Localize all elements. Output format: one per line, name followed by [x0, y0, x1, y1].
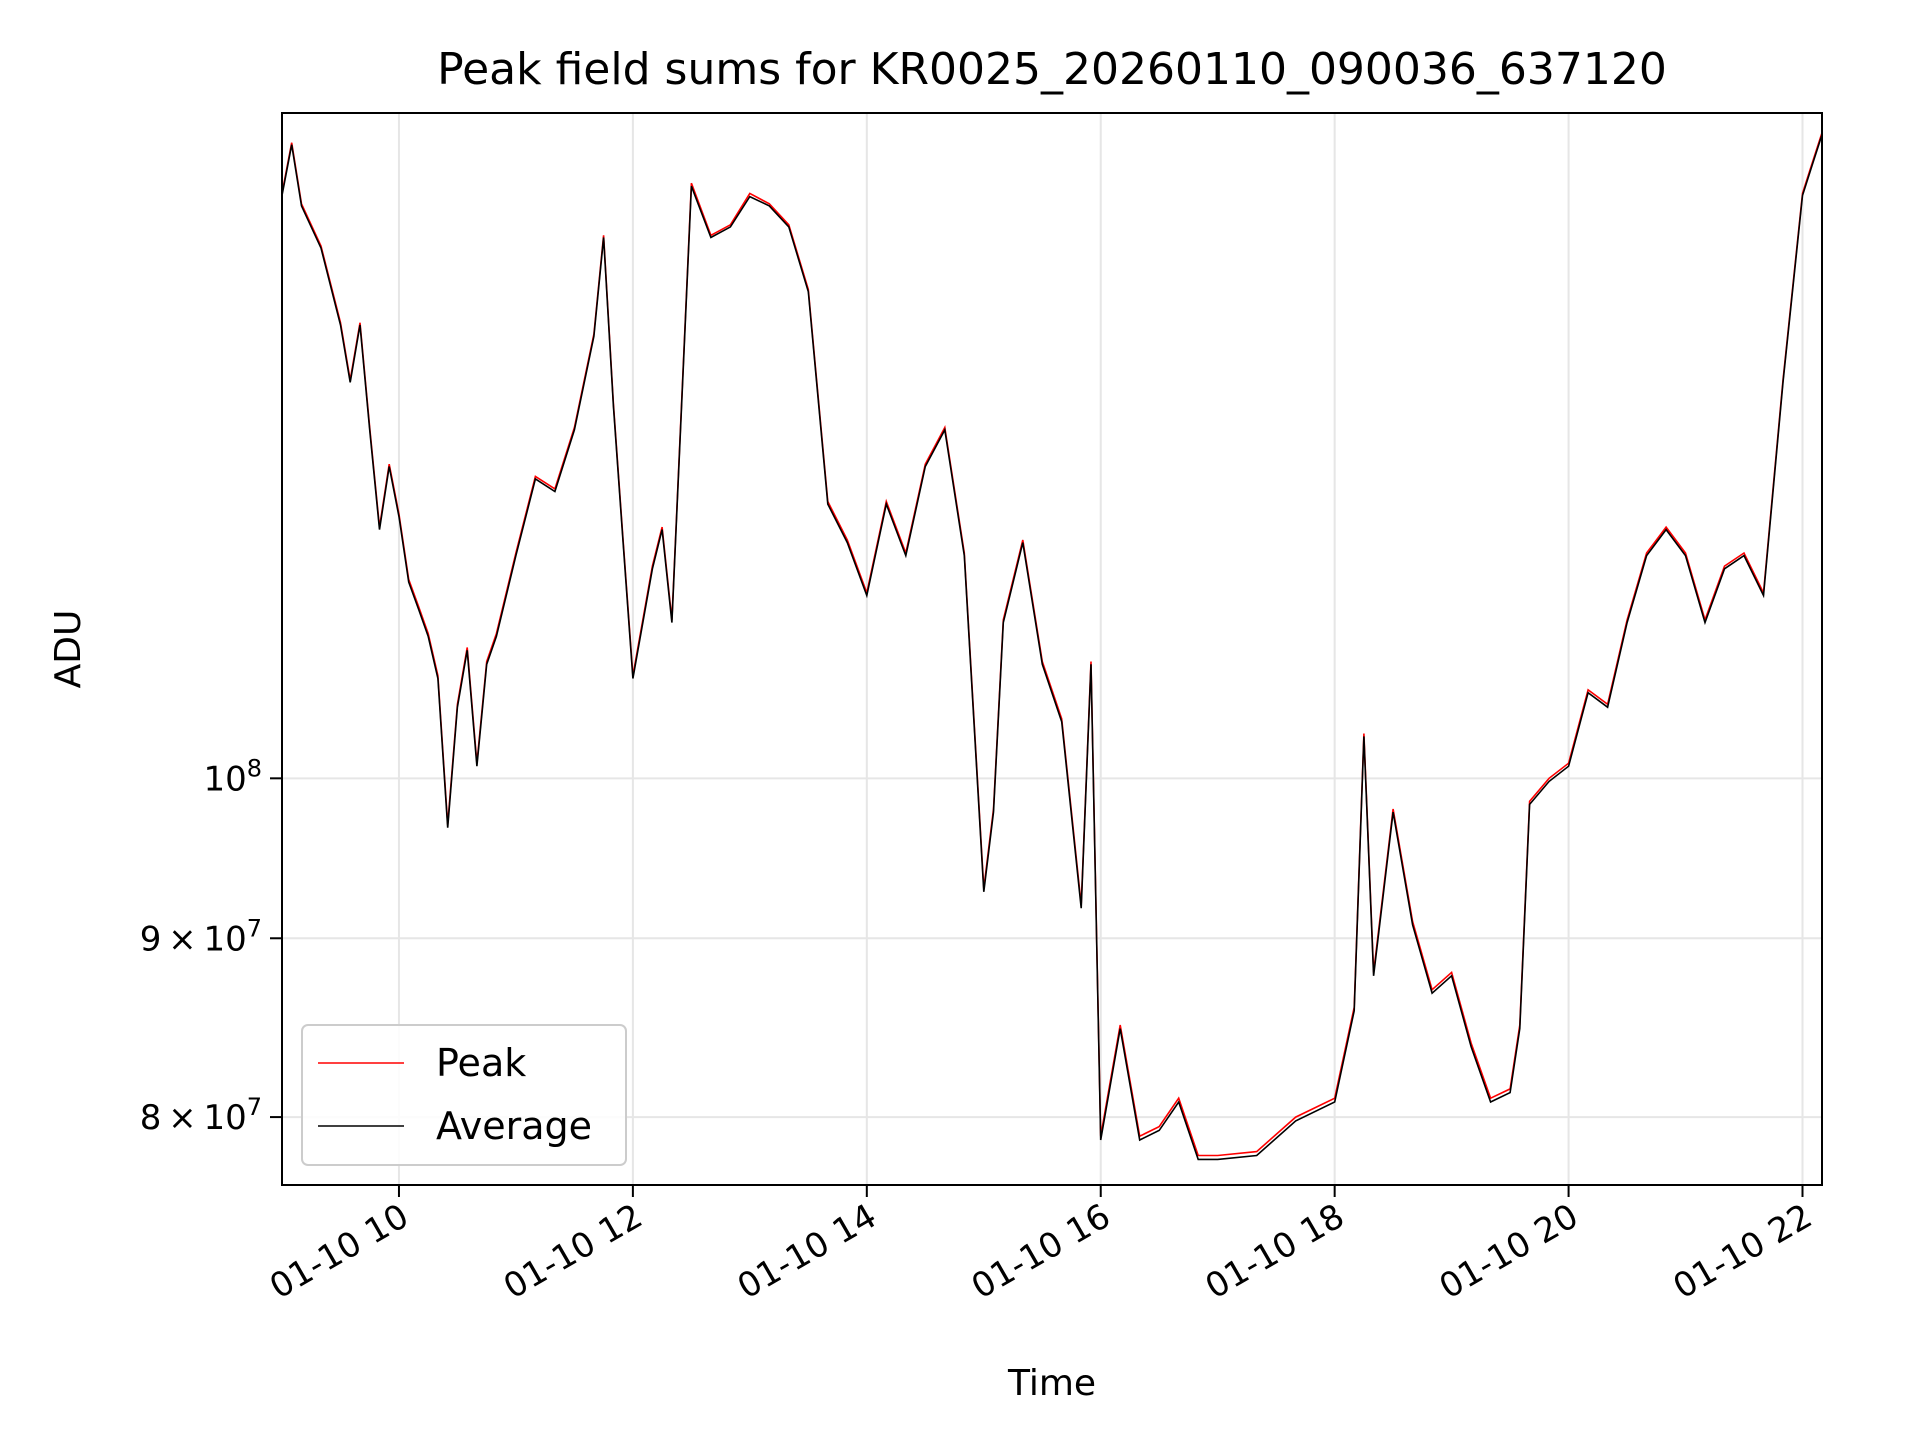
grid	[282, 113, 1822, 1185]
series-line-average	[281, 134, 1823, 1161]
legend-label-peak: Peak	[436, 1041, 526, 1085]
legend-label-average: Average	[436, 1104, 592, 1148]
y-tick-label: 8 × 107	[140, 1093, 262, 1138]
legend: Peak Average	[301, 1024, 627, 1166]
legend-box	[301, 1024, 627, 1166]
series-lines	[281, 132, 1823, 1161]
chart-title: Peak field sums for KR0025_20260110_0900…	[437, 44, 1667, 95]
y-axis-label: ADU	[48, 610, 89, 689]
y-tick-label: 9 × 107	[140, 914, 262, 959]
plot-frame	[281, 112, 1823, 1186]
x-axis-label: Time	[1007, 1363, 1096, 1404]
